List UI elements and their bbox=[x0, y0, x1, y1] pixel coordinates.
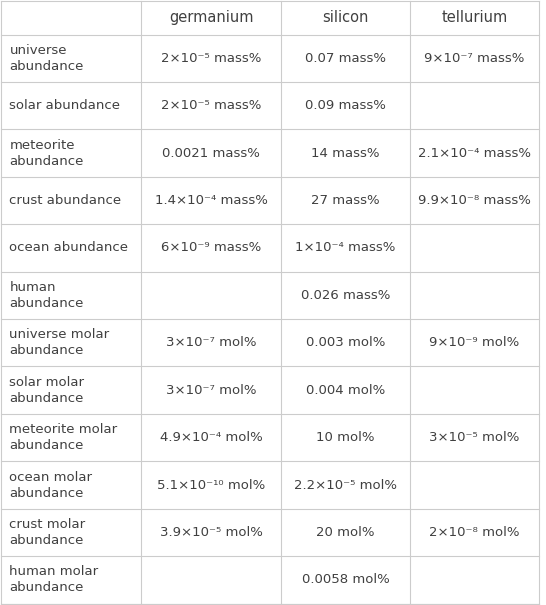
Text: solar molar
abundance: solar molar abundance bbox=[9, 376, 85, 405]
Text: 0.07 mass%: 0.07 mass% bbox=[305, 51, 386, 65]
Bar bbox=[2, 82, 539, 129]
Bar bbox=[2, 462, 539, 509]
Text: ocean abundance: ocean abundance bbox=[9, 241, 128, 255]
Bar bbox=[2, 319, 539, 367]
Text: 14 mass%: 14 mass% bbox=[311, 146, 379, 160]
Bar bbox=[2, 34, 539, 82]
Bar bbox=[2, 367, 539, 414]
Text: 2.1×10⁻⁴ mass%: 2.1×10⁻⁴ mass% bbox=[418, 146, 531, 160]
Text: crust abundance: crust abundance bbox=[9, 194, 122, 207]
Text: 3×10⁻⁷ mol%: 3×10⁻⁷ mol% bbox=[166, 336, 256, 349]
Text: 5.1×10⁻¹⁰ mol%: 5.1×10⁻¹⁰ mol% bbox=[157, 479, 265, 491]
Text: 2.2×10⁻⁵ mol%: 2.2×10⁻⁵ mol% bbox=[294, 479, 397, 491]
Text: 2×10⁻⁵ mass%: 2×10⁻⁵ mass% bbox=[161, 51, 261, 65]
Text: universe
abundance: universe abundance bbox=[9, 44, 84, 73]
Text: 3×10⁻⁵ mol%: 3×10⁻⁵ mol% bbox=[429, 431, 520, 444]
Text: 1×10⁻⁴ mass%: 1×10⁻⁴ mass% bbox=[295, 241, 395, 255]
Bar bbox=[2, 224, 539, 272]
Text: tellurium: tellurium bbox=[441, 10, 508, 25]
Text: 9×10⁻⁹ mol%: 9×10⁻⁹ mol% bbox=[429, 336, 519, 349]
Text: 3.9×10⁻⁵ mol%: 3.9×10⁻⁵ mol% bbox=[159, 526, 263, 539]
Bar bbox=[2, 1, 539, 34]
Text: 6×10⁻⁹ mass%: 6×10⁻⁹ mass% bbox=[161, 241, 261, 255]
Text: crust molar
abundance: crust molar abundance bbox=[9, 518, 86, 547]
Bar bbox=[2, 509, 539, 556]
Text: 0.0058 mol%: 0.0058 mol% bbox=[301, 574, 389, 586]
Text: 10 mol%: 10 mol% bbox=[316, 431, 375, 444]
Text: 0.003 mol%: 0.003 mol% bbox=[306, 336, 385, 349]
Text: 20 mol%: 20 mol% bbox=[316, 526, 375, 539]
Text: 2×10⁻⁵ mass%: 2×10⁻⁵ mass% bbox=[161, 99, 261, 112]
Text: 2×10⁻⁸ mol%: 2×10⁻⁸ mol% bbox=[429, 526, 520, 539]
Bar bbox=[2, 414, 539, 462]
Bar bbox=[2, 556, 539, 604]
Text: 1.4×10⁻⁴ mass%: 1.4×10⁻⁴ mass% bbox=[155, 194, 268, 207]
Text: germanium: germanium bbox=[169, 10, 253, 25]
Text: meteorite
abundance: meteorite abundance bbox=[9, 139, 84, 168]
Text: 0.09 mass%: 0.09 mass% bbox=[305, 99, 386, 112]
Text: 3×10⁻⁷ mol%: 3×10⁻⁷ mol% bbox=[166, 384, 256, 397]
Text: human
abundance: human abundance bbox=[9, 281, 84, 310]
Text: 0.004 mol%: 0.004 mol% bbox=[306, 384, 385, 397]
Text: meteorite molar
abundance: meteorite molar abundance bbox=[9, 423, 117, 452]
Bar bbox=[2, 177, 539, 224]
Bar bbox=[2, 129, 539, 177]
Text: 0.0021 mass%: 0.0021 mass% bbox=[162, 146, 260, 160]
Text: silicon: silicon bbox=[322, 10, 369, 25]
Text: ocean molar
abundance: ocean molar abundance bbox=[9, 471, 92, 500]
Text: universe molar
abundance: universe molar abundance bbox=[9, 329, 110, 358]
Text: 9.9×10⁻⁸ mass%: 9.9×10⁻⁸ mass% bbox=[418, 194, 531, 207]
Text: solar abundance: solar abundance bbox=[9, 99, 121, 112]
Text: 0.026 mass%: 0.026 mass% bbox=[301, 289, 390, 302]
Text: 9×10⁻⁷ mass%: 9×10⁻⁷ mass% bbox=[424, 51, 525, 65]
Bar bbox=[2, 272, 539, 319]
Text: human molar
abundance: human molar abundance bbox=[9, 566, 99, 594]
Text: 27 mass%: 27 mass% bbox=[311, 194, 379, 207]
Text: 4.9×10⁻⁴ mol%: 4.9×10⁻⁴ mol% bbox=[159, 431, 263, 444]
